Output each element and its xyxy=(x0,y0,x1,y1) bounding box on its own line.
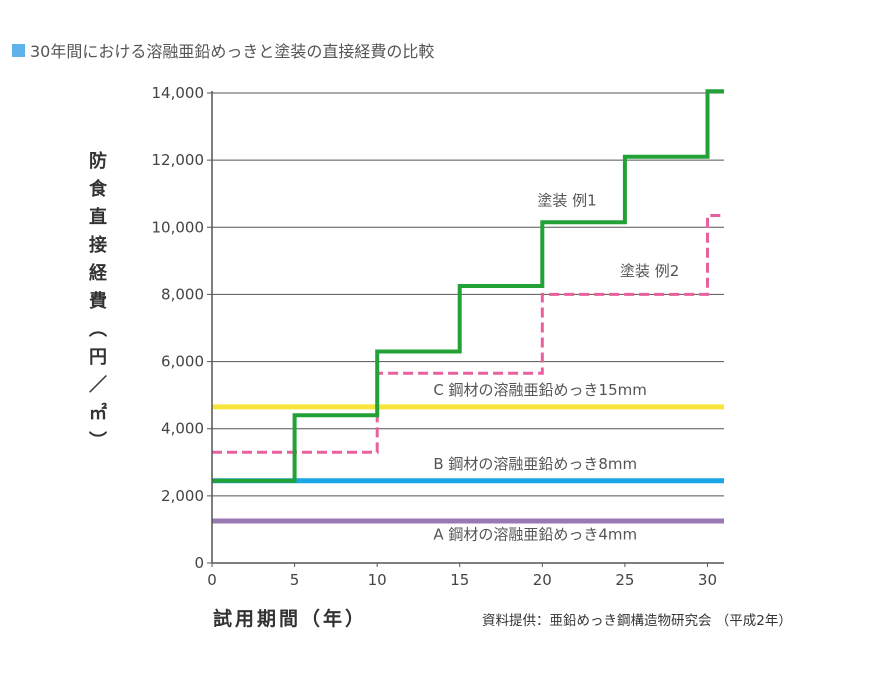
x-tick-label: 30 xyxy=(698,571,717,589)
y-axis-label: 防食直接経費 ︵ 円 ／ ㎡ ︶ xyxy=(86,148,110,456)
y-axis-label-char: ︵ xyxy=(89,319,107,340)
series-paint-example-1 xyxy=(212,89,724,483)
y-axis-label-char: 円 xyxy=(89,347,107,368)
source-note: 資料提供：亜鉛めっき鋼構造物研究会 （平成2年） xyxy=(482,613,792,629)
series-paint-example-2 xyxy=(212,214,724,454)
y-tick-label: 8,000 xyxy=(161,285,204,303)
title-square-icon xyxy=(12,43,25,57)
x-tick-label: 15 xyxy=(450,571,469,589)
label-galv-15mm: C 鋼材の溶融亜鉛めっき15mm xyxy=(433,381,647,399)
x-tick-label: 0 xyxy=(207,571,217,589)
y-tick-label: 4,000 xyxy=(161,420,204,438)
y-axis-label-char: ︶ xyxy=(89,431,107,452)
chart-title-text: 30年間における溶融亜鉛めっきと塗装の直接経費の比較 xyxy=(30,42,435,61)
y-axis-label-char: ㎡ xyxy=(89,403,107,424)
label-paint-example-1: 塗装 例1 xyxy=(537,191,596,209)
y-axis-label-char: 防 xyxy=(89,151,107,172)
y-axis-label-char: 費 xyxy=(89,291,107,312)
label-galv-4mm: A 鋼材の溶融亜鉛めっき4mm xyxy=(433,526,637,544)
x-axis-label: 試用期間（年） xyxy=(213,608,368,630)
y-tick-label: 0 xyxy=(194,554,204,572)
y-tick-label: 14,000 xyxy=(152,84,205,102)
label-galv-8mm: B 鋼材の溶融亜鉛めっき8mm xyxy=(433,455,637,473)
chart-title: 30年間における溶融亜鉛めっきと塗装の直接経費の比較 xyxy=(12,38,434,62)
x-tick-label: 25 xyxy=(615,571,634,589)
y-axis-label-char: 経 xyxy=(89,263,107,284)
y-tick-label: 10,000 xyxy=(152,218,205,236)
y-tick-label: 6,000 xyxy=(161,353,204,371)
y-axis-label-char: ／ xyxy=(89,375,107,396)
y-tick-label: 12,000 xyxy=(152,151,205,169)
x-tick-label: 10 xyxy=(368,571,387,589)
y-axis-label-char: 接 xyxy=(89,235,107,256)
y-axis-label-char: 食 xyxy=(89,179,107,200)
x-tick-label: 5 xyxy=(290,571,300,589)
label-paint-example-2: 塗装 例2 xyxy=(620,262,679,280)
y-axis-label-char: 直 xyxy=(89,207,107,228)
x-tick-label: 20 xyxy=(533,571,552,589)
y-tick-label: 2,000 xyxy=(161,487,204,505)
